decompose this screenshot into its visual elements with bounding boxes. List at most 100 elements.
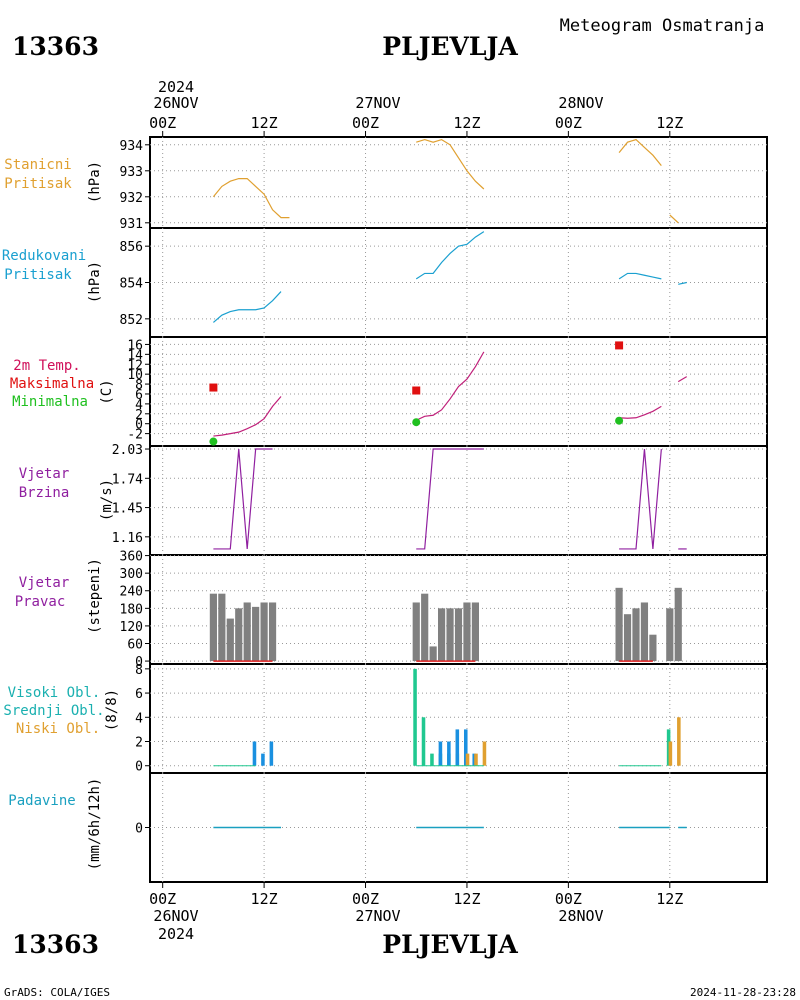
top-hour-label: 12Z (656, 114, 683, 132)
panel-frames (149, 136, 768, 883)
reduced-unit: (hPa) (87, 261, 103, 303)
top-hour-label: 00Z (352, 114, 379, 132)
wind-speed-line (213, 448, 273, 550)
y-tick-labels: 931932933934852854856-202468101214161.16… (112, 139, 143, 837)
wind-direction-bar (243, 602, 251, 662)
temperature-line (213, 396, 282, 437)
clouds-label-2: Srednji Obl. (3, 703, 104, 719)
clouds-label-1: Visoki Obl. (8, 685, 101, 701)
clouds-label-3: Niski Obl. (16, 721, 100, 737)
temp-tick-label: 0 (135, 418, 143, 433)
wind-direction-bar (438, 608, 446, 662)
cloud-mid-bar (455, 729, 460, 766)
temp-tick-label: 14 (127, 348, 143, 363)
temp-label-3: Minimalna (12, 394, 88, 410)
wind-direction-bar (235, 608, 243, 662)
wind_speed-tick-label: 1.74 (112, 472, 143, 487)
bottom-hour-label: 00Z (555, 890, 582, 908)
temp-tick-label: 12 (127, 358, 143, 373)
wind-direction-bar (429, 646, 437, 662)
top-day-label: 28NOV (558, 94, 603, 112)
wind_dir-tick-label: 360 (120, 550, 143, 565)
wind_speed-tick-label: 1.16 (112, 531, 143, 546)
wind-speed-label-1: Vjetar (19, 466, 70, 482)
reduced-pressure-line (678, 281, 687, 285)
max-temp-point (615, 341, 624, 350)
clouds-tick-label: 6 (135, 687, 143, 702)
temp-label-1: 2m Temp. (13, 358, 80, 374)
wind-speed-unit: (m/s) (99, 479, 115, 521)
wind-direction-bar (649, 634, 657, 662)
temp-tick-label: 4 (135, 398, 143, 413)
wind-direction-bar (209, 593, 217, 662)
min-temp-point (615, 416, 624, 425)
cloud-high-bar (413, 668, 417, 766)
wind_speed-tick-label: 2.03 (112, 443, 143, 458)
wind-dir-label-2: Pravac (15, 594, 66, 610)
bottom-day-label: 26NOV (153, 907, 198, 925)
wind-speed-label-2: Brzina (19, 485, 70, 501)
top-hour-label: 00Z (149, 114, 176, 132)
timestamp: 2024-11-28-23:28 (690, 986, 796, 999)
station-pressure-line (416, 138, 485, 190)
wind-direction-bar (471, 602, 479, 662)
reduced-pressure-line (212, 291, 282, 323)
reduced-label-2: Pritisak (4, 267, 72, 283)
pressure-tick-label: 934 (120, 139, 144, 154)
wind-speed-line (619, 448, 662, 550)
wind_dir-tick-label: 240 (120, 585, 143, 600)
wind-direction-bar (412, 602, 420, 662)
temp-tick-label: 8 (135, 378, 143, 393)
max-temp-point (209, 383, 218, 392)
temp-tick-label: 10 (127, 368, 143, 383)
wind_dir-tick-label: 120 (120, 620, 143, 635)
min-temp-point (412, 418, 421, 427)
station-pressure-line (618, 138, 662, 166)
bottom-hour-label: 00Z (149, 890, 176, 908)
clouds-tick-label: 0 (135, 760, 143, 775)
cloud-mid-bar (438, 741, 443, 766)
clouds-tick-label: 4 (135, 711, 143, 726)
station-id-bottom: 13363 (12, 930, 99, 959)
pressure-frame (149, 136, 768, 229)
cloud-mid-bar (447, 741, 451, 766)
pressure-unit: (hPa) (87, 161, 103, 203)
reduced-pressure-line (415, 231, 485, 280)
cloud-low-bar (677, 717, 681, 766)
wind-direction-bar (252, 606, 260, 662)
top-day-label: 26NOV (153, 94, 198, 112)
credit: GrADS: COLA/IGES (4, 986, 110, 999)
temperature-line (415, 351, 485, 421)
wind_dir-tick-label: 60 (127, 637, 143, 652)
bottom-day-label: 28NOV (558, 907, 603, 925)
wind-direction-bar (615, 587, 623, 662)
wind-direction-bar (218, 593, 226, 662)
precip-tick-label: 0 (135, 822, 143, 837)
cloud-low-bar (474, 753, 478, 766)
temp-tick-label: -2 (127, 428, 143, 443)
cloud-high-bar (666, 729, 671, 766)
bottom-hour-labels: 00Z 12Z 00Z 12Z 00Z 12Z (149, 890, 683, 908)
meteogram-title: Meteogram Osmatranja (560, 16, 765, 36)
cloud-mid-bar (463, 729, 468, 766)
pressure-tick-label: 931 (120, 217, 143, 232)
precip-label-1: Padavine (8, 793, 75, 809)
wind-direction-bar (623, 614, 632, 662)
temp-tick-label: 2 (135, 408, 143, 423)
wind_dir-tick-label: 300 (120, 567, 143, 582)
clouds-unit: (8/8) (104, 689, 120, 731)
cloud-low-bar (668, 741, 673, 766)
wind-direction-bar (260, 602, 268, 662)
wind_speed-tick-label: 1.45 (112, 502, 143, 517)
wind-direction-bar (463, 602, 471, 662)
top-hour-label: 12Z (251, 114, 278, 132)
cloud-high-bar (430, 753, 434, 766)
cloud-mid-bar (269, 741, 274, 766)
wind-dir-unit: (stepeni) (87, 558, 103, 634)
reduced-pressure-line (618, 272, 662, 280)
pressure-tick-label: 933 (120, 165, 143, 180)
station-name-top: PLJEVLJA (382, 32, 518, 61)
bottom-hour-label: 12Z (251, 890, 278, 908)
wind-direction-bar (268, 602, 277, 662)
clouds-tick-label: 2 (135, 736, 143, 751)
